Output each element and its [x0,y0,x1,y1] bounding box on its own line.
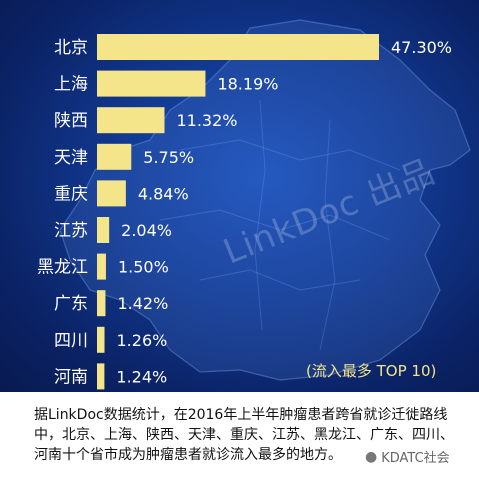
category-label: 江苏 [54,221,88,241]
category-label: 河南 [54,367,88,387]
category-label: 黑龙江 [37,258,88,278]
value-label: 5.75% [143,148,194,167]
value-label: 2.04% [121,221,172,240]
bar [97,107,165,134]
value-label: 47.30% [391,38,452,57]
value-label: 11.32% [176,111,237,130]
value-label: 1.50% [118,258,169,277]
category-label: 重庆 [54,184,88,204]
chart-panel: 北京 47.30% 上海 18.19% 陕西 11.32% 天津 5.75% 重庆 4.84% 江苏… [0,0,479,392]
value-label: 1.42% [117,294,168,313]
value-label: 4.84% [138,184,189,203]
category-label: 天津 [54,148,88,168]
category-label: 四川 [54,331,88,351]
value-label: 1.24% [116,367,167,386]
value-label: 18.19% [217,75,278,94]
category-label: 广东 [54,294,88,314]
bar [97,217,110,243]
signature-text: KDATC社会 [381,451,450,466]
bar [97,363,105,390]
bar [97,180,126,207]
bar [97,290,106,317]
top10-badge: (流入最多 TOP 10) [306,362,437,380]
bar [97,143,132,170]
category-label: 陕西 [54,111,88,131]
bar [97,253,106,280]
bar [97,326,105,353]
category-label: 上海 [54,75,88,95]
bar [97,34,379,60]
category-label: 北京 [54,38,88,58]
value-label: 1.26% [117,331,168,350]
wechat-icon: ● [365,448,378,465]
bar-chart: 北京 47.30% 上海 18.19% 陕西 11.32% 天津 5.75% 重庆 4.84% 江苏… [37,34,452,390]
caption-text: 据LinkDoc数据统计，在2016年上半年肿瘤患者跨省就诊迁徙路线中，北京、上… [34,407,454,463]
source-signature: ● KDATC社会 [365,447,450,467]
bar [97,70,206,97]
